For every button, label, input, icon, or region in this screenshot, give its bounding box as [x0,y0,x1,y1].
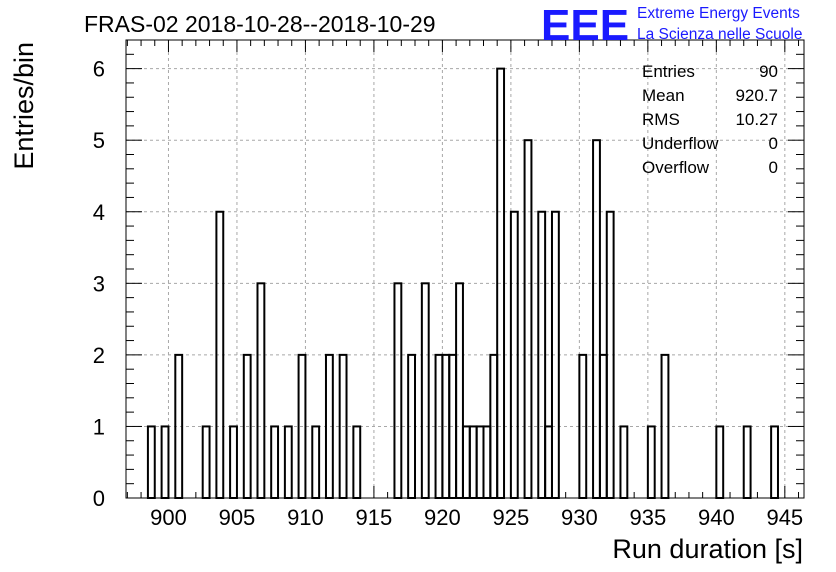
y-tick-label: 6 [93,57,105,82]
histogram-bar [646,425,656,499]
histogram-bar [455,282,464,499]
y-tick-label: 3 [93,271,105,296]
axis-ticks [126,39,804,499]
histogram-bar [592,139,601,499]
stats-label: Mean [642,86,685,105]
chart-title: FRAS-02 2018-10-28--2018-10-29 [84,11,436,37]
stats-value: 0 [769,158,778,177]
histogram-bar [619,425,629,499]
histogram-bar [715,425,725,499]
histogram-bar [770,425,779,499]
stats-value: 0 [769,134,778,153]
x-tick-label: 925 [493,505,530,530]
stats-value: 90 [759,62,778,81]
histogram-bar [742,425,752,499]
histogram-bar [523,139,533,499]
y-tick-label: 5 [93,128,105,153]
stats-label: Entries [642,62,695,81]
stats-box: Entries 90 Mean 920.7 RMS 10.27 Underflow 0 Over… [642,62,778,177]
eee-logo: EEE Extreme Energy Events La Scienza nel… [541,1,802,50]
histogram-bar [256,282,266,499]
grid-lines [126,40,804,498]
histogram-bar [352,425,362,499]
x-tick-label: 940 [698,505,735,530]
histogram-bar [468,425,478,499]
x-tick-label: 910 [287,505,324,530]
histogram-bar [393,282,403,499]
histogram-bar [461,425,471,499]
x-tick-label: 920 [424,505,461,530]
x-tick-label: 930 [561,505,598,530]
histogram-bar [160,425,170,499]
x-axis-title: Run duration [s] [612,534,803,564]
histogram-bar [283,425,293,499]
histogram-bar [482,425,492,499]
stats-label: Overflow [642,158,710,177]
logo-line-2: La Scienza nelle Scuole [637,26,802,43]
y-tick-label: 0 [93,486,105,511]
histogram-bar [229,425,238,499]
y-tick-label: 1 [93,414,105,439]
logo-letters: EEE [541,1,629,50]
y-tick-label: 2 [93,343,105,368]
histogram-bar [544,425,553,499]
y-axis-title: Entries/bin [9,42,39,170]
histogram-bar [420,282,430,499]
stats-label: RMS [642,110,680,129]
histogram-bar [311,425,321,499]
x-tick-label: 915 [356,505,393,530]
stats-value: 10.27 [735,110,778,129]
x-tick-label: 945 [766,505,803,530]
histogram-bar [146,425,156,499]
x-tick-label: 900 [150,505,187,530]
histogram-bar [201,425,211,499]
stats-value: 920.7 [735,86,778,105]
x-tick-label: 905 [219,505,256,530]
logo-line-1: Extreme Energy Events [637,5,800,22]
histogram-bar [270,425,280,499]
stats-label: Underflow [642,134,719,153]
histogram-bar [475,425,485,499]
plot-frame [125,39,805,499]
x-tick-label: 935 [629,505,666,530]
y-tick-label: 4 [93,200,105,225]
